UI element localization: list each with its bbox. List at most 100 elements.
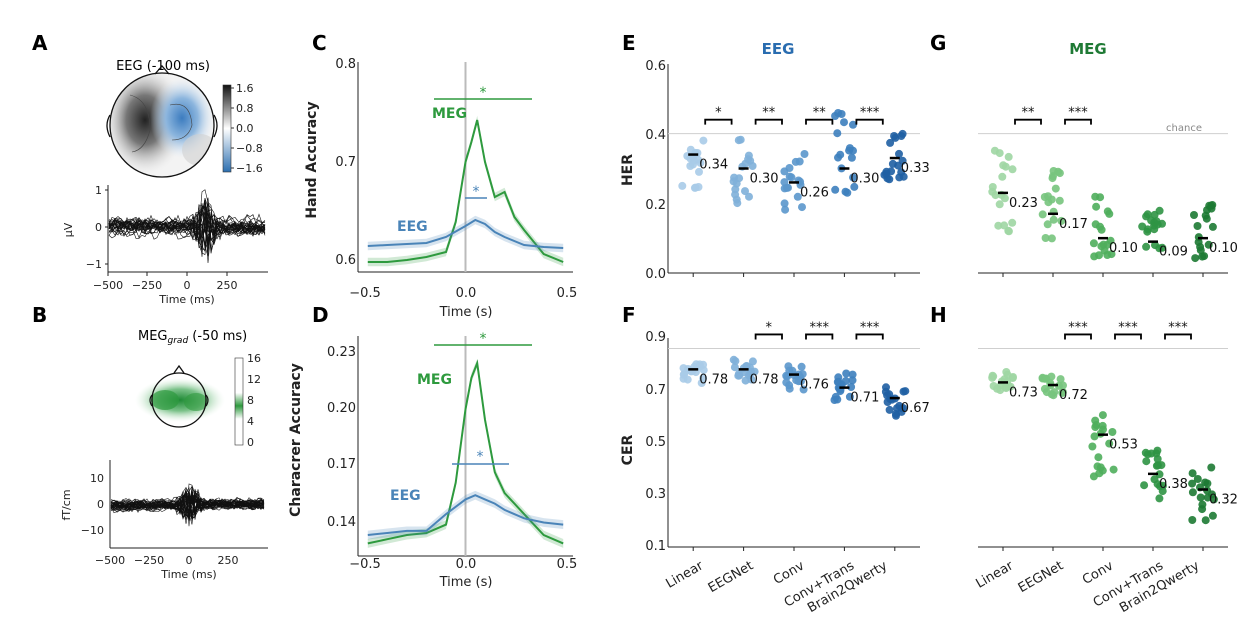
- data-point: [1109, 465, 1118, 474]
- data-point: [699, 136, 708, 145]
- data-point: [747, 375, 756, 384]
- data-point: [995, 200, 1004, 209]
- data-point: [840, 118, 848, 127]
- data-point: [1150, 210, 1159, 219]
- data-point: [831, 392, 840, 401]
- ytick-e: 0.4: [645, 128, 666, 143]
- data-point: [1008, 165, 1017, 174]
- data-point: [1208, 222, 1217, 231]
- mean-label: 0.30: [850, 172, 879, 187]
- cbar-b-tick: 8: [247, 394, 254, 407]
- ytick-a: 0: [95, 221, 102, 234]
- significance-bracket: [754, 333, 783, 340]
- data-point: [1201, 211, 1210, 220]
- data-point: [883, 398, 892, 406]
- significance-stars: *: [766, 320, 773, 335]
- data-point: [791, 157, 800, 166]
- data-point: [1000, 221, 1009, 230]
- panel-d: D Characrer Accuracy 0.23 0.20 0.17 0.14…: [288, 303, 577, 590]
- significance-stars: **: [813, 106, 827, 121]
- cbar-b-tick: 12: [247, 373, 261, 386]
- data-point: [1155, 494, 1164, 503]
- data-point: [730, 363, 739, 372]
- cbar-a-tick: −0.8: [236, 142, 263, 155]
- xtick-b: −250: [134, 554, 164, 567]
- panel-b: B MEGgrad (-50 ms) 16 12 8 4 0 10 0 −10 …: [32, 303, 268, 581]
- data-point: [1097, 225, 1106, 234]
- data-point: [1004, 152, 1013, 161]
- eeg-series-label-c: EEG: [397, 219, 428, 235]
- mean-label: 0.30: [750, 172, 779, 187]
- data-point: [833, 129, 842, 138]
- data-point: [1058, 389, 1067, 397]
- meg-series-label-c: MEG: [432, 106, 467, 122]
- butterfly-trace: [108, 209, 266, 264]
- data-point: [1056, 375, 1065, 384]
- sig-eeg-c: *: [473, 184, 480, 200]
- data-point: [1002, 368, 1011, 376]
- series-line-meg: [367, 119, 564, 263]
- data-point: [1107, 250, 1116, 259]
- plot-e-area: 0.34 * 0.30 ** 0.26 ** 0.30 *** 0.33: [667, 64, 930, 277]
- data-point: [848, 370, 857, 379]
- data-point: [799, 385, 808, 394]
- data-point: [782, 378, 791, 387]
- data-point: [1153, 461, 1162, 470]
- data-point: [781, 205, 790, 214]
- data-point: [1142, 457, 1151, 466]
- model-label: EEGNet: [706, 558, 756, 596]
- eeg-topomap: [106, 65, 218, 178]
- panel-g-title: MEG: [1069, 40, 1107, 58]
- data-point: [741, 187, 749, 196]
- data-point: [747, 367, 756, 376]
- data-point: [1207, 204, 1216, 213]
- significance-bracket: [805, 333, 834, 340]
- plot-f-area: 0.78 0.78 * 0.76 *** 0.71 *** 0.67: [667, 320, 930, 551]
- significance-bracket: [1114, 333, 1142, 340]
- panel-label-e: E: [622, 31, 636, 55]
- ytick-b: 10: [90, 472, 104, 485]
- data-point: [798, 203, 806, 212]
- data-point: [1190, 211, 1198, 219]
- data-point: [898, 156, 907, 165]
- panel-label-b: B: [32, 303, 47, 327]
- butterfly-trace: [110, 488, 265, 516]
- data-point: [1090, 252, 1099, 261]
- data-point: [999, 161, 1008, 170]
- significance-bracket: [855, 118, 884, 125]
- data-point: [849, 120, 857, 129]
- data-point: [1201, 516, 1210, 525]
- data-point: [1105, 439, 1114, 448]
- data-point: [1055, 196, 1064, 205]
- data-point: [1153, 220, 1162, 229]
- data-point: [848, 376, 857, 385]
- data-point: [1193, 475, 1202, 483]
- model-label: Linear: [974, 558, 1017, 592]
- data-point: [679, 370, 688, 379]
- data-point: [1105, 209, 1114, 218]
- data-point: [845, 392, 854, 401]
- meg-butterfly-plot: 10 0 −10 fT/cm −500 −250 0 250 Time (ms): [60, 460, 268, 581]
- data-point: [1138, 222, 1147, 231]
- series-line-meg: [367, 359, 564, 545]
- data-point: [1038, 210, 1047, 219]
- data-point: [734, 369, 743, 378]
- chance-label: chance: [1166, 123, 1202, 134]
- mean-label: 0.71: [850, 391, 879, 406]
- data-point: [1049, 215, 1058, 224]
- data-point: [1091, 192, 1100, 201]
- butterfly-trace: [108, 204, 266, 240]
- panel-c: C Hand Accuracy 0.8 0.7 0.6 −0.5 0.0 0.5…: [304, 31, 577, 320]
- data-point: [733, 199, 742, 208]
- data-point: [1106, 236, 1115, 245]
- data-point: [1041, 374, 1050, 383]
- data-point: [834, 377, 843, 386]
- panel-label-c: C: [312, 31, 327, 55]
- mean-label: 0.73: [1009, 385, 1038, 400]
- sig-meg-c: *: [480, 85, 487, 101]
- mean-label: 0.72: [1059, 388, 1088, 403]
- plot-h-area: 0.73 0.72 *** 0.53 *** 0.38 *** 0.32: [978, 320, 1238, 551]
- data-point: [1043, 220, 1052, 229]
- ytick-a: −1: [86, 258, 102, 271]
